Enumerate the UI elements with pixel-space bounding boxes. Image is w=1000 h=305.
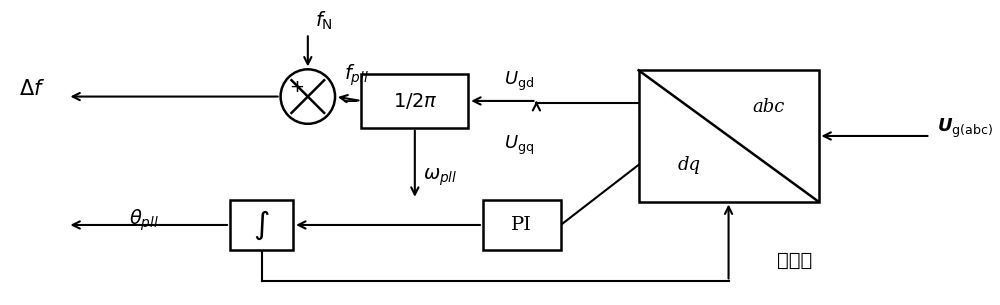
Bar: [230, 200, 293, 250]
Text: abc: abc: [752, 98, 784, 116]
Text: $\omega_{pll}$: $\omega_{pll}$: [423, 167, 457, 188]
Text: $+$: $+$: [289, 78, 304, 96]
Text: $\int$: $\int$: [253, 208, 270, 242]
Text: PI: PI: [511, 216, 532, 234]
Text: dq: dq: [677, 156, 700, 174]
Text: $\theta_{pll}$: $\theta_{pll}$: [129, 207, 159, 233]
Text: $\boldsymbol{U}_{\mathrm{g(abc)}}$: $\boldsymbol{U}_{\mathrm{g(abc)}}$: [937, 117, 993, 140]
Text: $1/2\pi$: $1/2\pi$: [393, 91, 437, 111]
Bar: [483, 200, 561, 250]
Bar: [361, 74, 468, 128]
Text: $\Delta f$: $\Delta f$: [19, 79, 46, 99]
Text: $U_{\mathrm{gd}}$: $U_{\mathrm{gd}}$: [504, 70, 534, 93]
Text: $f_{\mathrm{N}}$: $f_{\mathrm{N}}$: [315, 9, 332, 32]
Bar: [639, 70, 819, 202]
Text: $U_{\mathrm{gq}}$: $U_{\mathrm{gq}}$: [504, 134, 534, 157]
Text: $-$: $-$: [341, 91, 358, 110]
Text: 锁相环: 锁相环: [777, 250, 812, 270]
Text: $f_{pll}$: $f_{pll}$: [344, 63, 369, 88]
